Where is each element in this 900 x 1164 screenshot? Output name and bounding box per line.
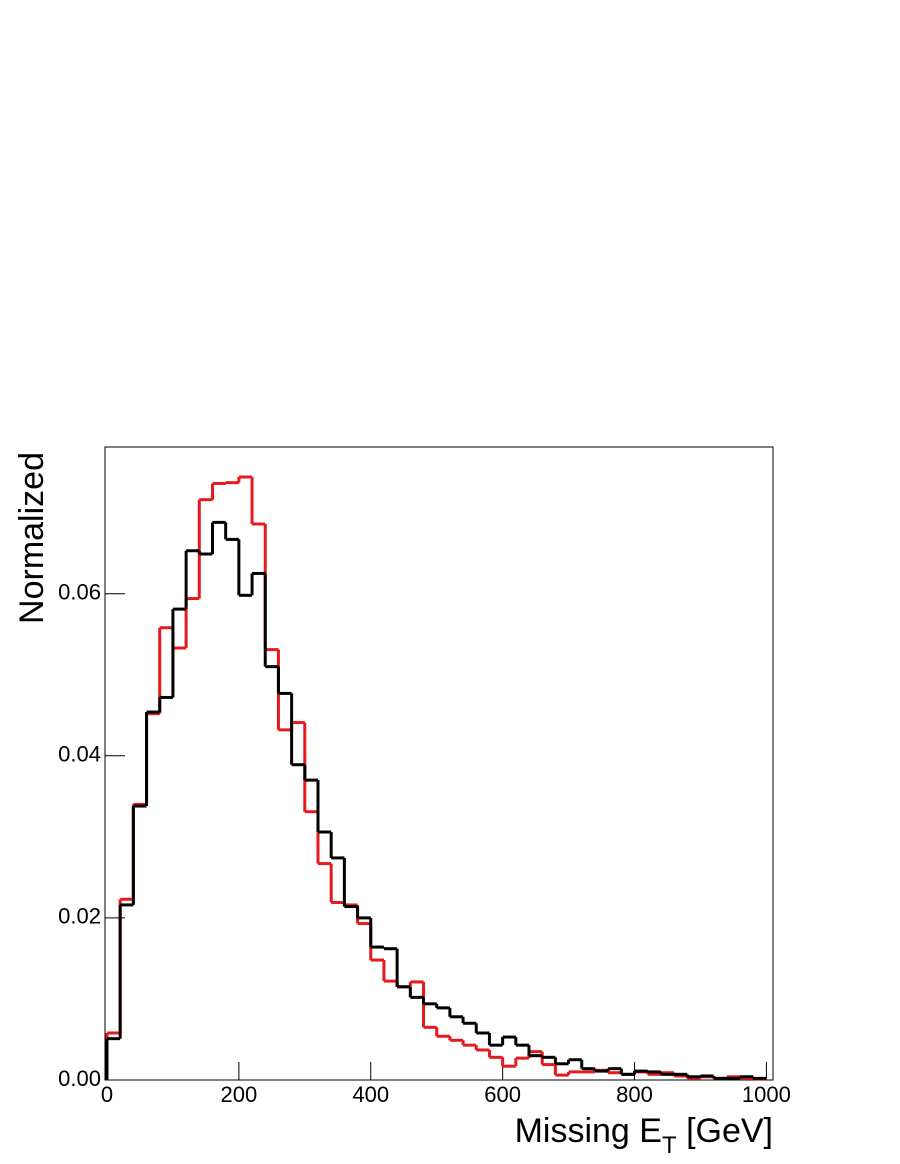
y-tick-label: 0.02 [58,904,101,929]
x-tick-label: 400 [352,1082,389,1107]
x-tick-label: 0 [101,1082,113,1107]
x-tick-label: 600 [484,1082,521,1107]
x-tick-label: 200 [221,1082,258,1107]
x-label-unit: [GeV] [677,1112,773,1150]
x-tick-label: 800 [616,1082,653,1107]
x-tick-label: 1000 [742,1082,791,1107]
y-tick-label: 0.06 [58,580,101,605]
plot-frame [104,446,774,1081]
y-tick-label: 0.04 [58,742,101,767]
y-axis-label: Normalized [13,452,51,624]
y-tick-label: 0.00 [58,1066,101,1091]
x-label-subscript: T [662,1132,677,1159]
x-label-main: Missing E [515,1112,662,1150]
x-axis-label: Missing ET [GeV] [515,1112,773,1159]
